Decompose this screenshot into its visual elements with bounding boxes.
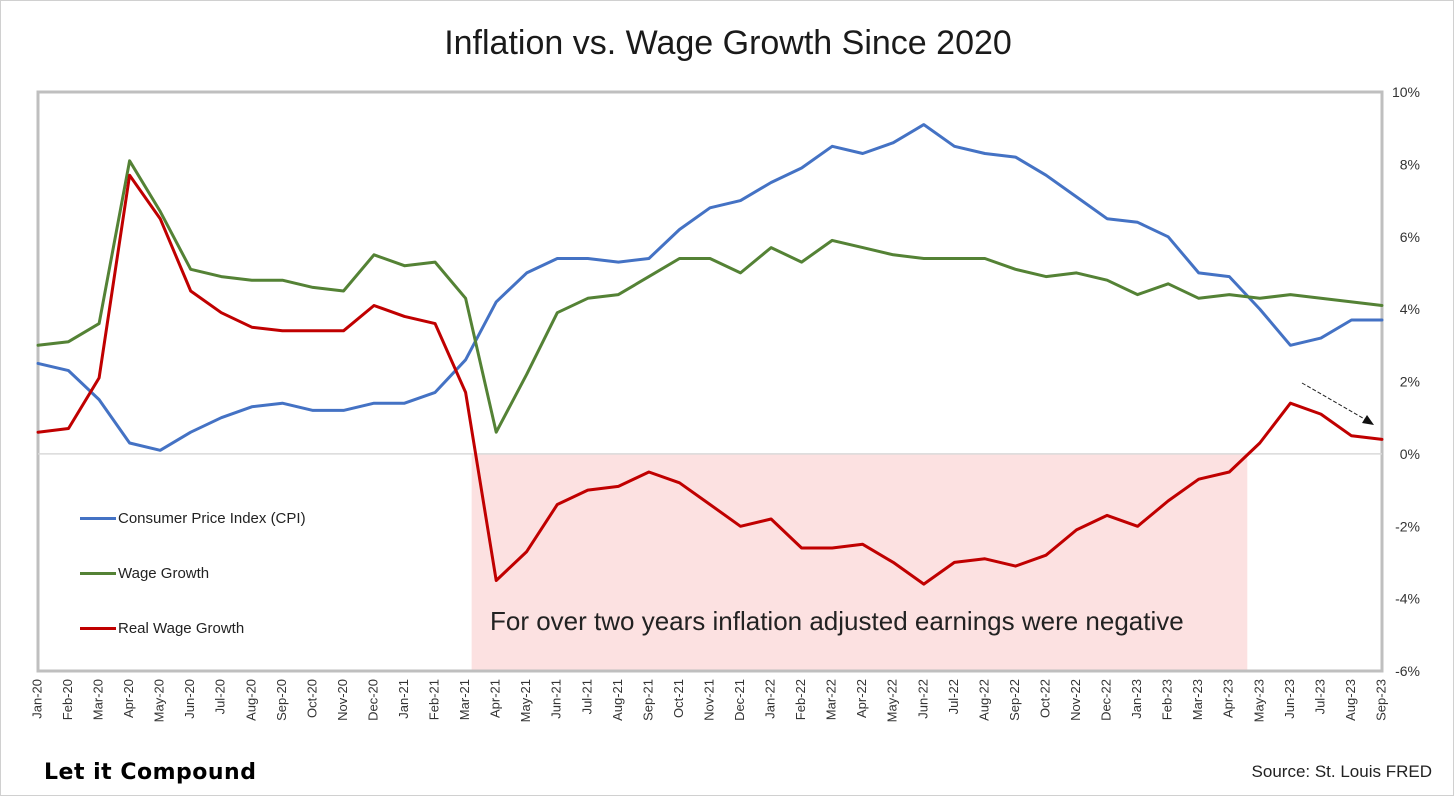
legend-item-cpi: Consumer Price Index (CPI) <box>80 508 306 528</box>
x-tick-label: Feb-21 <box>427 679 442 720</box>
x-tick-label: Dec-22 <box>1099 679 1114 721</box>
x-tick-label: Jan-20 <box>29 679 44 719</box>
y-tick-label: 0% <box>1400 446 1420 462</box>
x-tick-label: Aug-23 <box>1343 679 1358 721</box>
x-tick-label: Aug-20 <box>243 679 258 721</box>
x-tick-label: Feb-20 <box>60 679 75 720</box>
x-tick-label: Jan-21 <box>396 679 411 719</box>
x-tick-label: Jun-21 <box>549 679 564 719</box>
y-tick-label: 8% <box>1400 156 1420 172</box>
x-tick-label: May-22 <box>885 679 900 722</box>
y-tick-label: -4% <box>1395 591 1420 607</box>
x-tick-label: Sep-21 <box>640 679 655 721</box>
plot-border <box>36 90 1384 673</box>
legend-item-wage: Wage Growth <box>80 563 209 583</box>
x-tick-label: Jul-20 <box>213 679 228 714</box>
x-tick-label: Mar-22 <box>824 679 839 720</box>
x-tick-label: Feb-22 <box>793 679 808 720</box>
x-tick-label: Mar-20 <box>91 679 106 720</box>
x-tick-label: May-23 <box>1251 679 1266 722</box>
x-tick-label: Mar-21 <box>457 679 472 720</box>
x-tick-label: Jun-20 <box>182 679 197 719</box>
trend-arrow-line <box>1301 382 1369 422</box>
x-tick-label: Jan-22 <box>763 679 778 719</box>
y-tick-label: -6% <box>1395 663 1420 679</box>
x-tick-label: Jul-22 <box>946 679 961 714</box>
x-tick-label: Oct-22 <box>1037 679 1052 718</box>
x-tick-label: Oct-21 <box>671 679 686 718</box>
series-line-wage <box>36 159 1384 434</box>
y-tick-label: 6% <box>1400 229 1420 245</box>
x-tick-label: Dec-21 <box>732 679 747 721</box>
x-tick-label: Aug-21 <box>610 679 625 721</box>
legend-item-real: Real Wage Growth <box>80 618 244 638</box>
series-line-real-wage <box>36 173 1384 586</box>
series-line-cpi <box>36 123 1384 452</box>
y-tick-label: 10% <box>1392 84 1420 100</box>
x-tick-label: Jun-23 <box>1282 679 1297 719</box>
legend-swatch-cpi <box>80 516 116 520</box>
legend-label-wage: Wage Growth <box>118 564 210 582</box>
x-tick-label: Jan-23 <box>1129 679 1144 719</box>
legend-label-cpi: Consumer Price Index (CPI) <box>118 509 306 527</box>
x-tick-label: Nov-21 <box>701 679 716 721</box>
x-tick-label: Sep-22 <box>1007 679 1022 721</box>
legend-swatch-real <box>80 626 116 630</box>
x-tick-label: Jul-23 <box>1312 679 1327 714</box>
x-tick-label: Feb-23 <box>1160 679 1175 720</box>
x-tick-label: Sep-23 <box>1373 679 1388 721</box>
x-tick-label: Jul-21 <box>579 679 594 714</box>
x-tick-label: Apr-20 <box>121 679 136 718</box>
x-tick-label: Sep-20 <box>274 679 289 721</box>
trend-arrow-head <box>1362 415 1374 425</box>
chart-title: Inflation vs. Wage Growth Since 2020 <box>444 24 1012 62</box>
shaded-region <box>471 453 1248 671</box>
brand-logo: Let it Compound <box>44 760 257 785</box>
x-tick-label: Jun-22 <box>915 679 930 719</box>
x-tick-label: Apr-21 <box>488 679 503 718</box>
x-tick-label: Oct-20 <box>304 679 319 718</box>
x-tick-label: Apr-22 <box>854 679 869 718</box>
legend-label-real: Real Wage Growth <box>118 619 245 637</box>
legend-swatch-wage <box>80 571 116 575</box>
x-tick-label: May-20 <box>152 679 167 722</box>
x-tick-label: Dec-20 <box>365 679 380 721</box>
y-tick-label: -2% <box>1395 518 1420 534</box>
x-tick-label: Apr-23 <box>1221 679 1236 718</box>
y-tick-label: 2% <box>1400 374 1420 390</box>
x-tick-label: Mar-23 <box>1190 679 1205 720</box>
x-tick-label: Nov-22 <box>1068 679 1083 721</box>
source-note: Source: St. Louis FRED <box>1251 762 1432 781</box>
x-tick-label: Nov-20 <box>335 679 350 721</box>
y-tick-label: 4% <box>1400 301 1420 317</box>
x-tick-label: Aug-22 <box>976 679 991 721</box>
chart-annotation: For over two years inflation adjusted ea… <box>490 606 1184 636</box>
x-tick-label: May-21 <box>518 679 533 722</box>
